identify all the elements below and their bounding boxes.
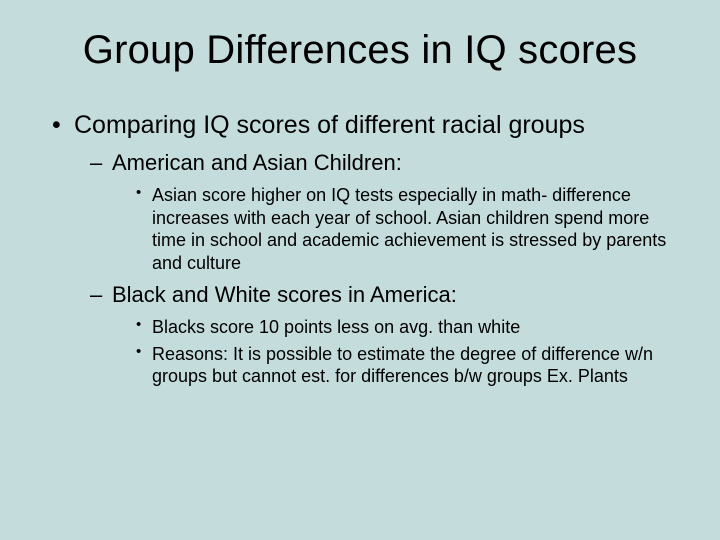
bullet-l3-text: Reasons: It is possible to estimate the … bbox=[152, 344, 653, 387]
bullet-l2-text: Black and White scores in America: bbox=[112, 282, 457, 307]
bullet-l2-item: American and Asian Children: Asian score… bbox=[88, 150, 680, 274]
bullet-l3-text: Blacks score 10 points less on avg. than… bbox=[152, 317, 520, 337]
bullet-list-level1: Comparing IQ scores of different racial … bbox=[40, 111, 680, 388]
bullet-list-level3: Blacks score 10 points less on avg. than… bbox=[112, 316, 680, 388]
bullet-list-level2: American and Asian Children: Asian score… bbox=[74, 150, 680, 388]
bullet-l2-item: Black and White scores in America: Black… bbox=[88, 282, 680, 388]
bullet-l2-text: American and Asian Children: bbox=[112, 150, 402, 175]
bullet-l3-item: Reasons: It is possible to estimate the … bbox=[134, 343, 680, 388]
slide-title: Group Differences in IQ scores bbox=[40, 28, 680, 73]
bullet-l1-text: Comparing IQ scores of different racial … bbox=[74, 111, 585, 139]
bullet-l3-item: Asian score higher on IQ tests especiall… bbox=[134, 184, 680, 274]
bullet-l3-text: Asian score higher on IQ tests especiall… bbox=[152, 185, 666, 273]
bullet-l3-item: Blacks score 10 points less on avg. than… bbox=[134, 316, 680, 339]
bullet-l1-item: Comparing IQ scores of different racial … bbox=[48, 111, 680, 388]
bullet-list-level3: Asian score higher on IQ tests especiall… bbox=[112, 184, 680, 274]
slide: Group Differences in IQ scores Comparing… bbox=[0, 0, 720, 540]
